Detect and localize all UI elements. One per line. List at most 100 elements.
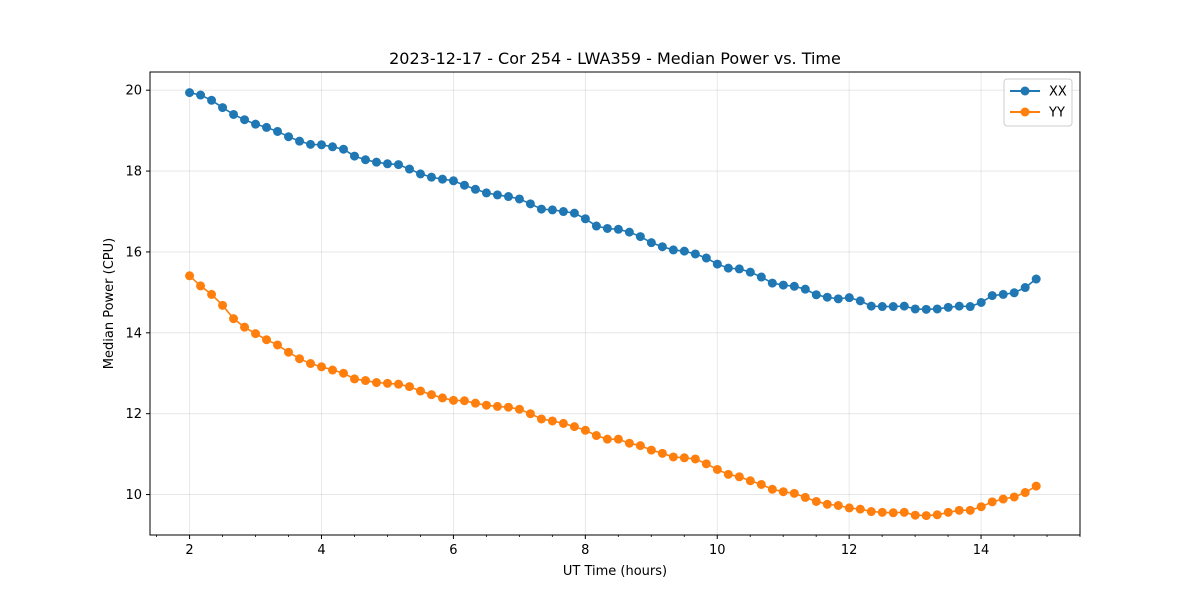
grid-lines (150, 72, 1080, 535)
data-point (646, 445, 656, 455)
data-point (339, 144, 349, 154)
data-point (591, 221, 601, 231)
data-point (932, 304, 942, 314)
data-point (690, 249, 700, 259)
data-point (657, 448, 667, 458)
data-point (602, 434, 612, 444)
data-point (778, 487, 788, 497)
legend-marker-yy (1020, 107, 1030, 117)
data-point (240, 322, 250, 332)
x-tick-label: 14 (973, 543, 990, 558)
data-point (712, 259, 722, 269)
data-point (328, 365, 338, 375)
data-point (833, 500, 843, 510)
data-point (514, 194, 524, 204)
data-point (602, 223, 612, 233)
data-point (800, 492, 810, 502)
data-point (328, 142, 338, 152)
data-point (459, 396, 469, 406)
data-point (635, 441, 645, 451)
data-point (613, 434, 623, 444)
legend: XX YY (1003, 78, 1073, 127)
data-point (778, 280, 788, 290)
data-point (196, 281, 206, 291)
data-point (437, 393, 447, 403)
data-point (295, 354, 305, 364)
data-point (262, 122, 272, 132)
data-point (393, 379, 403, 389)
data-point (844, 293, 854, 303)
data-point (558, 418, 568, 428)
data-point (284, 132, 294, 142)
x-tick-label: 8 (581, 543, 589, 558)
y-tick-label: 12 (125, 407, 142, 422)
data-point (1031, 481, 1041, 491)
x-tick-label: 12 (841, 543, 858, 558)
legend-marker-xx (1020, 86, 1030, 96)
x-tick-label: 6 (449, 543, 457, 558)
data-point (240, 115, 250, 125)
data-point (404, 164, 414, 174)
data-point (624, 438, 634, 448)
data-point (899, 507, 909, 517)
data-point (547, 205, 557, 215)
y-axis-label: Median Power (CPU) (102, 238, 117, 369)
data-point (185, 271, 195, 281)
data-point (350, 374, 359, 384)
data-point (350, 151, 359, 161)
data-point (844, 503, 854, 513)
data-point (558, 207, 568, 217)
data-point (965, 302, 975, 312)
data-point (624, 227, 634, 237)
data-point (317, 362, 327, 372)
data-point (745, 267, 755, 277)
data-point (415, 386, 425, 396)
plot-frame (149, 71, 1081, 536)
data-point (525, 409, 535, 419)
data-point (767, 484, 777, 494)
data-point (207, 289, 217, 299)
data-point (361, 155, 370, 165)
data-point (306, 359, 316, 369)
data-point (877, 507, 887, 517)
data-point (822, 292, 832, 302)
data-point (767, 278, 777, 288)
data-point (196, 90, 206, 100)
data-point (470, 184, 480, 194)
data-point (306, 139, 316, 149)
data-point (976, 297, 986, 307)
y-tick-label: 14 (125, 326, 142, 341)
data-point (987, 497, 997, 507)
data-point (723, 263, 733, 273)
data-point (1020, 488, 1030, 498)
data-point (569, 422, 579, 432)
data-point (789, 281, 799, 291)
data-point (756, 272, 766, 282)
data-point (679, 453, 689, 463)
y-tick-label: 10 (125, 488, 142, 503)
data-point (855, 504, 865, 514)
data-point (470, 398, 480, 408)
data-point (273, 126, 283, 136)
data-point (295, 136, 305, 146)
data-point (547, 416, 557, 426)
data-point (218, 103, 228, 113)
x-tick-label: 4 (317, 543, 325, 558)
data-point (998, 494, 1008, 504)
data-point (514, 404, 524, 414)
data-point (1031, 274, 1041, 284)
data-point (580, 214, 590, 224)
data-point (339, 368, 349, 378)
data-point (536, 204, 546, 214)
data-point (943, 302, 953, 312)
data-point (679, 246, 689, 256)
data-point (987, 291, 997, 301)
data-point (492, 401, 502, 411)
data-point (745, 476, 755, 486)
data-point (690, 454, 700, 464)
data-point (415, 169, 425, 179)
data-point (1020, 283, 1030, 293)
x-tick-label: 10 (709, 543, 726, 558)
data-point (811, 290, 821, 300)
